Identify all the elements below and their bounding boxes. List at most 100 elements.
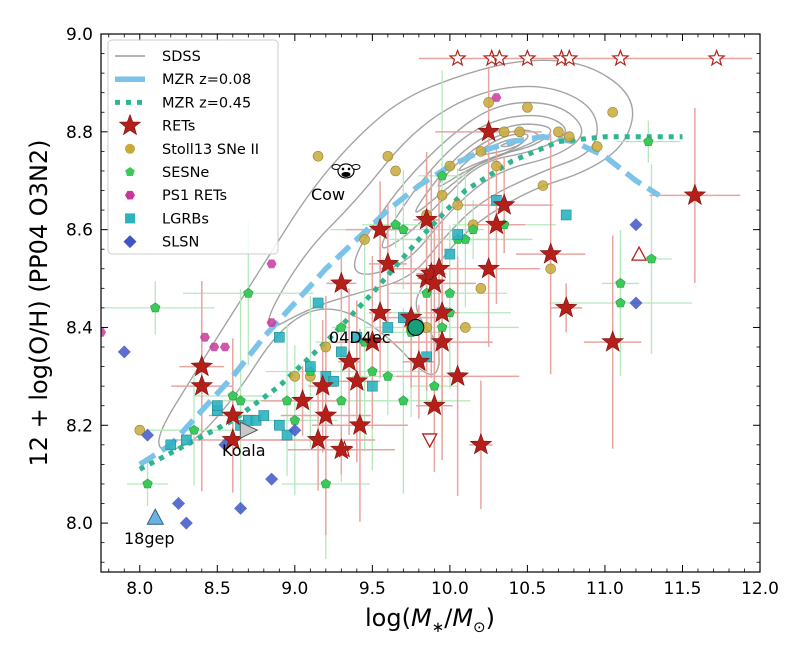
ret-point-5 [306, 428, 330, 450]
ret-point-29 [485, 212, 508, 235]
mzr-z008-line [138, 133, 661, 467]
ret-point-6 [314, 403, 338, 426]
y-tick-label-0: 8.0 [66, 514, 93, 534]
lgrb-point-3 [211, 400, 223, 412]
y-tick-label-3: 8.6 [66, 221, 93, 241]
ret-upper-point-6 [611, 48, 630, 67]
slsn-point-2 [172, 497, 185, 510]
ret-point-10 [345, 369, 369, 391]
slsn-point-1 [141, 428, 154, 442]
cow-icon [331, 163, 361, 179]
stoll13-point-17 [607, 106, 618, 118]
stoll13-point-0 [134, 424, 146, 436]
legend-key-3 [118, 113, 142, 136]
x-tick-label-6: 11.0 [586, 579, 624, 599]
ret-point-32 [539, 242, 562, 264]
ret-point-0 [190, 354, 214, 377]
ps1-point-6 [491, 93, 502, 102]
sesne-point-25 [437, 170, 448, 181]
sesne-point-28 [615, 297, 626, 308]
legend-key-6 [125, 190, 135, 200]
stoll13-point-2 [382, 150, 394, 162]
ret-point-31 [477, 119, 500, 142]
ret-point-11 [348, 413, 372, 435]
sesne-point-10 [336, 322, 347, 332]
y-tick-label-5: 9.0 [66, 25, 93, 45]
stoll13-point-15 [563, 131, 575, 143]
y-tick-label-1: 8.2 [66, 416, 93, 436]
stoll13-point-10 [498, 126, 510, 138]
ret-point-16 [368, 217, 392, 240]
x-tick-label-1: 8.5 [204, 579, 231, 599]
ret-hollow-point-0 [335, 439, 354, 458]
legend-rets-star [118, 113, 142, 136]
slsn-point-6 [265, 472, 279, 486]
slsn-point-0 [117, 345, 131, 359]
annotations: Cow 04D4ec Koala 18gep [124, 163, 391, 548]
ret-point-24 [430, 300, 454, 323]
lgrb-point-1 [180, 434, 192, 446]
label-04d4ec: 04D4ec [329, 328, 391, 347]
sesne-point-31 [336, 395, 347, 406]
sesne-point-4 [235, 395, 246, 406]
ret-point-18 [407, 349, 431, 372]
ret-point-21 [423, 271, 446, 293]
legend-label-0: SDSS [162, 49, 201, 65]
lgrb-point-12 [312, 297, 324, 309]
y-tick-label-4: 8.8 [66, 123, 93, 143]
legend-key-4 [125, 143, 135, 154]
legend: SDSS MZR z=0.08 MZR z=0.45 RETs Stoll13 SNe … [107, 39, 279, 255]
stoll13-point-16 [591, 141, 603, 152]
lgrb-point-22 [560, 209, 572, 221]
slsn-point-9 [629, 296, 643, 310]
ret-upper-point-2 [490, 48, 509, 67]
lgrb-point-13 [336, 346, 347, 358]
ret-point-33 [554, 296, 578, 318]
sesne-point-5 [243, 287, 254, 298]
x-tick-label-4: 10.0 [431, 579, 469, 599]
label-koala: Koala [222, 441, 266, 460]
ps1-point-3 [220, 342, 230, 352]
lgrb-point-15 [367, 380, 378, 392]
sesne-point-24 [398, 224, 409, 234]
legend-label-6: PS1 RETs [162, 188, 227, 204]
lgrb-point-25 [382, 322, 394, 333]
sesne-point-3 [227, 390, 238, 401]
ret-point-15 [376, 252, 400, 274]
sesne-point-12 [367, 366, 378, 376]
stoll13-point-7 [475, 146, 487, 157]
stoll13-point-26 [475, 283, 487, 294]
lgrb-point-0 [165, 439, 177, 451]
lgrb-point-10 [274, 331, 285, 343]
lgrb-point-9 [281, 429, 293, 441]
ps1-point-2 [209, 342, 220, 352]
marker-red-triangle-up [630, 245, 648, 261]
ret-point-8 [330, 437, 353, 460]
lgrb-point-21 [491, 194, 502, 206]
ret-point-26 [446, 364, 469, 386]
x-tick-label-3: 9.5 [359, 579, 386, 599]
legend-label-5: SESNe [162, 165, 209, 181]
ret-point-4 [291, 388, 314, 411]
sesne-point-17 [429, 380, 440, 391]
legend-label-1: MZR z=0.08 [162, 72, 251, 88]
ps1-point-4 [266, 259, 277, 269]
slsn-point-3 [179, 516, 193, 530]
sesne-point-9 [320, 478, 331, 489]
stoll13-point-8 [483, 97, 494, 108]
ret-upper-point-0 [448, 48, 467, 67]
sesne-point-0 [142, 478, 153, 489]
sesne-point-30 [643, 136, 654, 146]
ret-upper-point-7 [707, 48, 726, 67]
sesne-point-27 [615, 278, 626, 288]
legend-sesne-pentagon [125, 167, 135, 176]
legend-ps1-hexagon [125, 190, 135, 200]
ret-point-22 [430, 330, 454, 352]
ret-point-27 [469, 432, 493, 455]
cow-ear-right [351, 163, 361, 170]
stoll13-point-3 [390, 165, 401, 177]
ret-point-9 [337, 349, 361, 372]
ret-point-28 [477, 256, 500, 279]
ret-point-35 [683, 183, 707, 205]
